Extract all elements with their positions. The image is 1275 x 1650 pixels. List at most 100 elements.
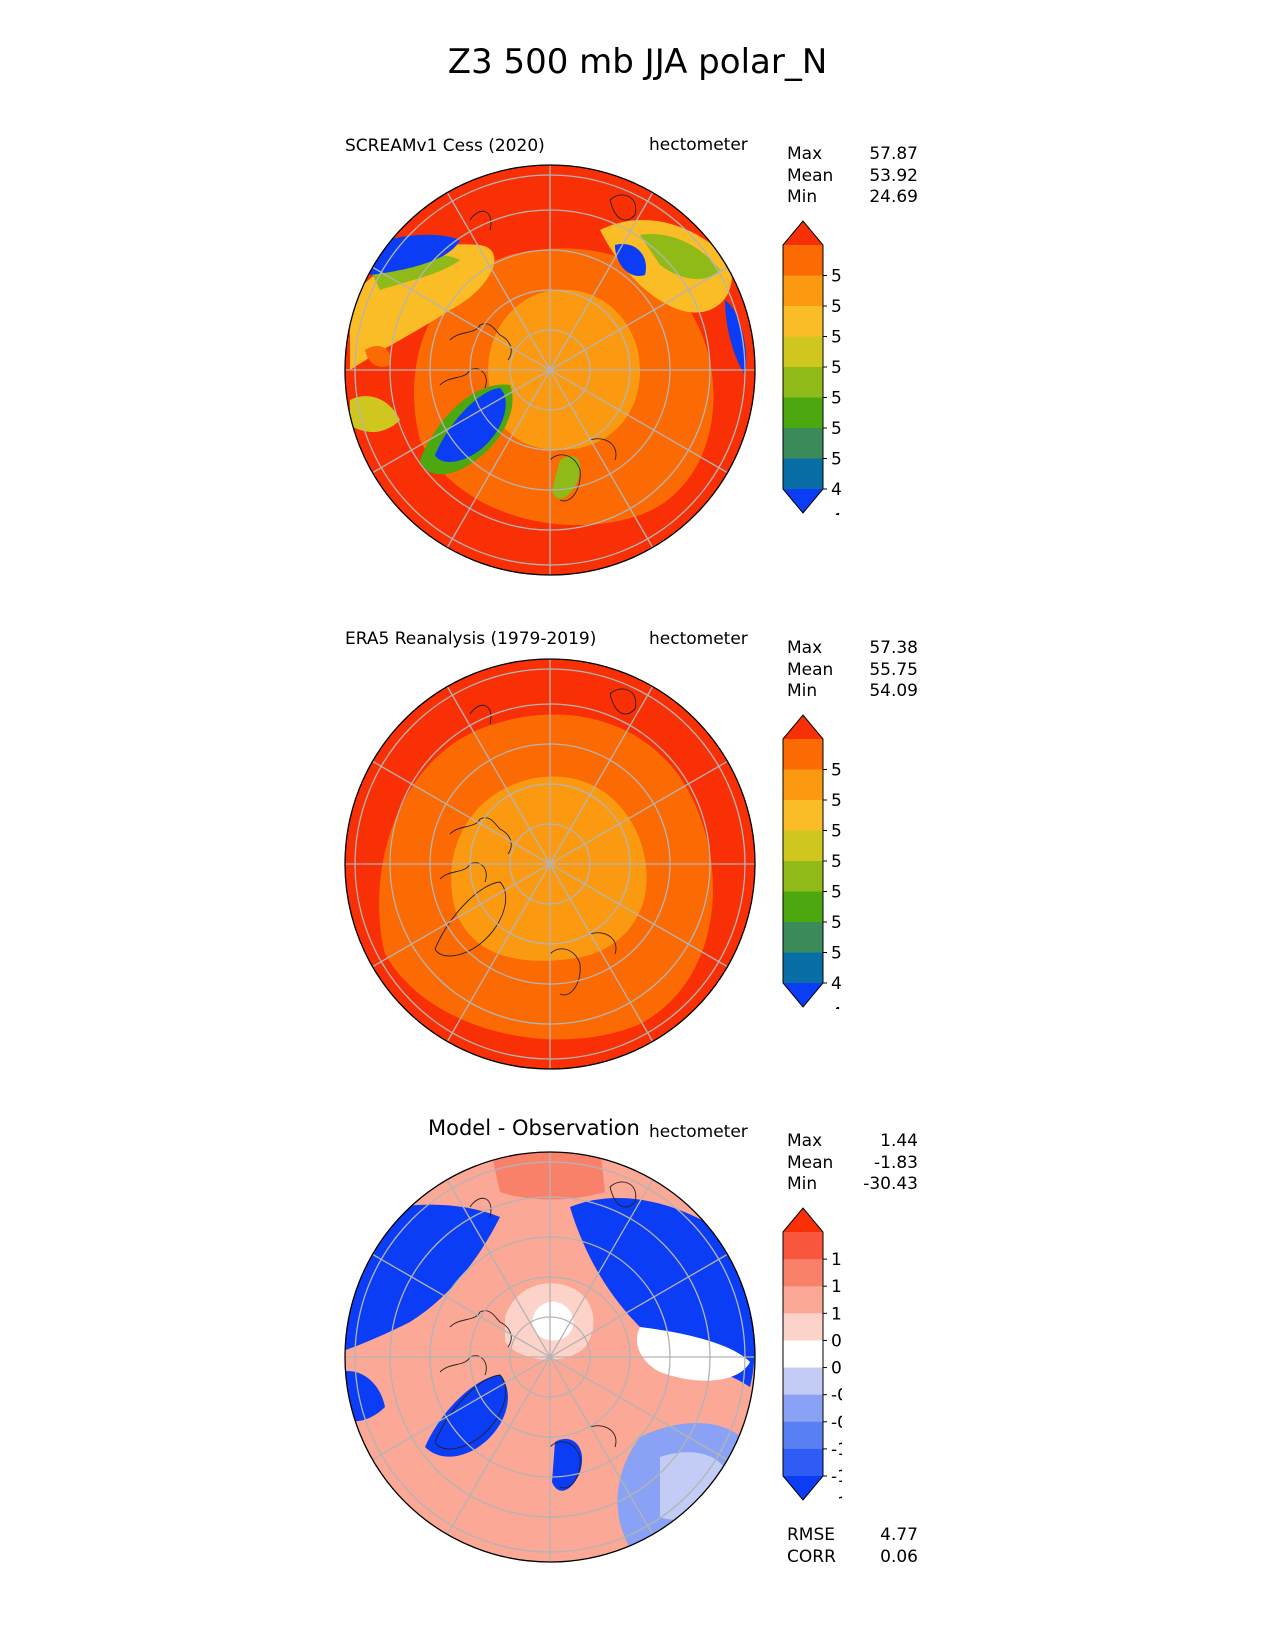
- p1-map-frame: [344, 164, 756, 576]
- panel-3-map: [344, 1151, 756, 1563]
- colorbar-tick-label: 1.80: [831, 1250, 842, 1270]
- colorbar-segment: [783, 769, 823, 801]
- colorbar-segment: [783, 861, 823, 892]
- p1-stat-mean-value: 53.92: [869, 166, 918, 186]
- colorbar-segment: [783, 245, 823, 276]
- panel-3-units: hectometer: [649, 1122, 748, 1142]
- colorbar-tick-label: 0.60: [831, 1331, 842, 1351]
- colorbar-tick-label: 55.0: [831, 791, 842, 811]
- colorbar-extend-min: [783, 983, 823, 1007]
- panel-1-title: SCREAMv1 Cess (2020): [345, 136, 545, 156]
- colorbar-tick-label: 56.0: [831, 267, 842, 287]
- panel-1-map: [344, 164, 756, 576]
- p2-stat-mean-value: 55.75: [869, 660, 918, 680]
- p3-metric-corr-value: 0.06: [880, 1547, 918, 1567]
- p1-coastlines: [439, 194, 637, 502]
- colorbar-tick-label: 48.0: [831, 1005, 842, 1010]
- page-title: Z3 500 mb JJA polar_N: [447, 42, 828, 82]
- p1-stat-max-value: 57.87: [869, 144, 918, 164]
- colorbar-segment: [783, 800, 823, 831]
- p3-graticule: [345, 1152, 755, 1562]
- colorbar-segment: [783, 275, 823, 307]
- p3-metric-rmse-value: 4.77: [880, 1525, 918, 1545]
- colorbar-tick-label: 54.0: [831, 328, 842, 348]
- colorbar-tick-label: -1.00: [831, 1440, 842, 1460]
- panel-1-colorbar: 56.0 55.0 54.0 53.0 52.0 51.0 50.0 49.0 48.0: [782, 220, 842, 515]
- p2-field-light-orange: [451, 776, 647, 961]
- p1-field-orange-speck-2: [365, 345, 391, 367]
- p1-stat-max-label: Max: [787, 144, 823, 164]
- colorbar-segment: [783, 1367, 823, 1396]
- colorbar-tick-label: 53.0: [831, 852, 842, 872]
- p1-field-blue-east-2: [725, 300, 747, 375]
- colorbar-tick-label: 50.0: [831, 944, 842, 964]
- p1-graticule: [345, 165, 755, 575]
- colorbar-tick-label: 49.0: [831, 974, 842, 994]
- colorbar-tick-label: 52.0: [831, 883, 842, 903]
- p3-stat-max-label: Max: [787, 1131, 823, 1151]
- colorbar-segment: [783, 458, 823, 490]
- colorbar-extend-min: [783, 489, 823, 513]
- p2-stat-mean-label: Mean: [787, 660, 834, 680]
- p3-stat-mean-value: -1.83: [874, 1153, 918, 1173]
- panel-2-units: hectometer: [649, 629, 748, 649]
- p3-map-frame: [344, 1151, 756, 1563]
- colorbar-tick-label: 50.0: [831, 450, 842, 470]
- panel-2-title: ERA5 Reanalysis (1979-2019): [345, 629, 597, 649]
- colorbar-tick-label: 56.0: [831, 761, 842, 781]
- colorbar-extend-min: [783, 1476, 823, 1500]
- colorbar-segment: [783, 952, 823, 984]
- p2-stat-min-value: 54.09: [869, 681, 918, 701]
- p3-field-white-east: [636, 1327, 750, 1381]
- p3-field-salmon-north: [490, 1152, 605, 1200]
- p3-stat-min-label: Min: [787, 1174, 818, 1194]
- panel-2-colorbar: 56.0 55.0 54.0 53.0 52.0 51.0 50.0 49.0 48.0: [782, 714, 842, 1009]
- p2-map-frame: [344, 658, 756, 1070]
- colorbar-segment: [783, 306, 823, 337]
- colorbar-tick-label: -1.80: [831, 1494, 842, 1502]
- colorbar-segment: [783, 1340, 823, 1369]
- p2-graticule: [345, 659, 755, 1069]
- colorbar-tick-label: 0.20: [831, 1359, 842, 1379]
- p1-stat-min-label: Min: [787, 187, 818, 207]
- colorbar-segment: [783, 367, 823, 398]
- colorbar-tick-label: -0.20: [831, 1386, 842, 1406]
- colorbar-segment: [783, 1448, 823, 1477]
- p3-field-blue-greenland: [425, 1375, 508, 1457]
- p2-stat-max-value: 57.38: [869, 638, 918, 658]
- colorbar-segment: [783, 1313, 823, 1341]
- colorbar-tick-label: 54.0: [831, 822, 842, 842]
- colorbar-tick-label: 51.0: [831, 913, 842, 933]
- colorbar-tick-label: 51.0: [831, 419, 842, 439]
- colorbar-segment: [783, 1259, 823, 1287]
- colorbar-tick-label: 52.0: [831, 389, 842, 409]
- colorbar-tick-label: 55.0: [831, 297, 842, 317]
- colorbar-tick-label: -1.40: [831, 1467, 842, 1487]
- p3-stat-min-value: -30.43: [863, 1174, 918, 1194]
- p1-stat-mean-label: Mean: [787, 166, 834, 186]
- colorbar-segment: [783, 739, 823, 770]
- colorbar-segment: [783, 336, 823, 368]
- panel-2-map: [344, 658, 756, 1070]
- p3-field-white-center: [532, 1301, 574, 1341]
- colorbar-tick-label: 1.00: [831, 1304, 842, 1324]
- p3-field-pale-blue-southeast: [660, 1452, 730, 1520]
- colorbar-tick-label: -0.60: [831, 1413, 842, 1433]
- colorbar-segment: [783, 1286, 823, 1314]
- colorbar-extend-max: [783, 221, 823, 245]
- p1-field-green-east: [640, 234, 720, 280]
- colorbar-segment: [783, 1421, 823, 1450]
- panel-1-units: hectometer: [649, 135, 748, 155]
- p3-coastlines: [434, 1181, 637, 1489]
- colorbar-extend-max: [783, 1208, 823, 1232]
- p1-field-blue-east-1: [615, 244, 646, 276]
- colorbar-segment: [783, 830, 823, 862]
- p3-metric-corr-label: CORR: [787, 1547, 836, 1567]
- colorbar-extend-max: [783, 715, 823, 739]
- colorbar-tick-label: 1.40: [831, 1277, 842, 1297]
- colorbar-segment: [783, 922, 823, 953]
- colorbar-segment: [783, 891, 823, 923]
- p2-stat-min-label: Min: [787, 681, 818, 701]
- p3-field-blue-scandinavia: [552, 1438, 583, 1491]
- colorbar-segment: [783, 1232, 823, 1260]
